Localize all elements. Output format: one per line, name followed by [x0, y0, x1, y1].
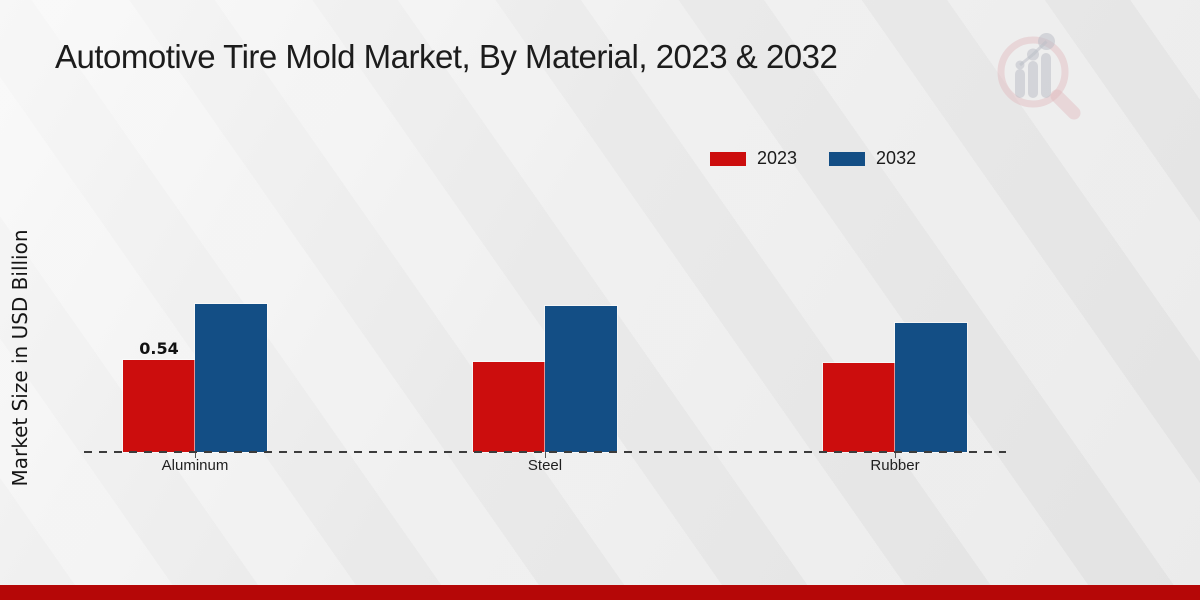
legend: 2023 2032 [710, 148, 916, 169]
legend-label-2023: 2023 [757, 148, 798, 168]
axis-tick-rubber [895, 452, 896, 458]
legend-swatch-2032 [829, 151, 866, 166]
footer-accent-bar [0, 585, 1200, 600]
legend-swatch-2023 [710, 151, 746, 166]
category-label-rubber: Rubber [870, 457, 920, 474]
category-label-steel: Steel [527, 457, 563, 474]
x-axis-baseline [84, 451, 1006, 453]
legend-item-2032: 2032 [829, 148, 916, 169]
page-title: Automotive Tire Mold Market, By Material… [55, 38, 838, 75]
axis-tick-steel [545, 452, 546, 458]
bar-2023-aluminum [122, 359, 196, 453]
legend-item-2023: 2023 [710, 148, 797, 169]
data-label-2023-aluminum: 0.54 [139, 339, 179, 358]
market-research-magnifier-logo-icon [995, 26, 1095, 121]
legend-label-2032: 2032 [876, 148, 917, 168]
axis-tick-aluminum [195, 452, 196, 458]
bar-2032-rubber [894, 321, 968, 453]
bar-2023-steel [472, 360, 546, 454]
category-label-aluminum: Aluminum [161, 457, 229, 474]
bar-2023-rubber [822, 362, 896, 453]
bar-2032-aluminum [194, 302, 268, 454]
bar-2032-steel [544, 304, 618, 453]
